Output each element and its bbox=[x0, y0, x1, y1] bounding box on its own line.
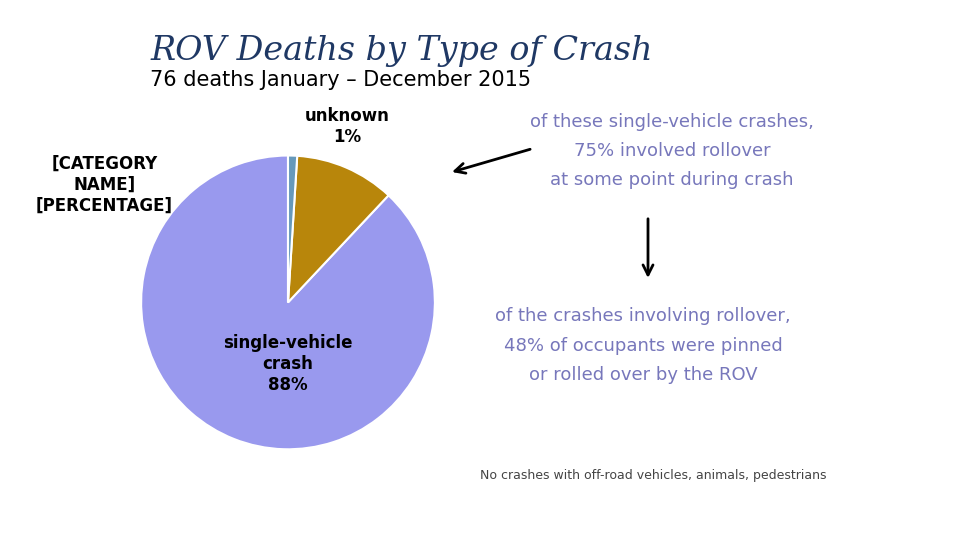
Wedge shape bbox=[141, 156, 435, 449]
Text: ROV Deaths by Type of Crash: ROV Deaths by Type of Crash bbox=[150, 35, 653, 67]
Text: of the crashes involving rollover,
48% of occupants were pinned
or rolled over b: of the crashes involving rollover, 48% o… bbox=[495, 307, 791, 384]
Text: of these single-vehicle crashes,
75% involved rollover
at some point during cras: of these single-vehicle crashes, 75% inv… bbox=[530, 113, 814, 190]
Text: 76 deaths January – December 2015: 76 deaths January – December 2015 bbox=[150, 70, 531, 90]
Text: unknown
1%: unknown 1% bbox=[304, 107, 389, 146]
Text: [CATEGORY
NAME]
[PERCENTAGE]: [CATEGORY NAME] [PERCENTAGE] bbox=[36, 155, 173, 215]
Wedge shape bbox=[288, 156, 389, 302]
Text: No crashes with off-road vehicles, animals, pedestrians: No crashes with off-road vehicles, anima… bbox=[480, 469, 826, 482]
Wedge shape bbox=[288, 156, 298, 302]
Text: single-vehicle
crash
88%: single-vehicle crash 88% bbox=[224, 334, 352, 394]
